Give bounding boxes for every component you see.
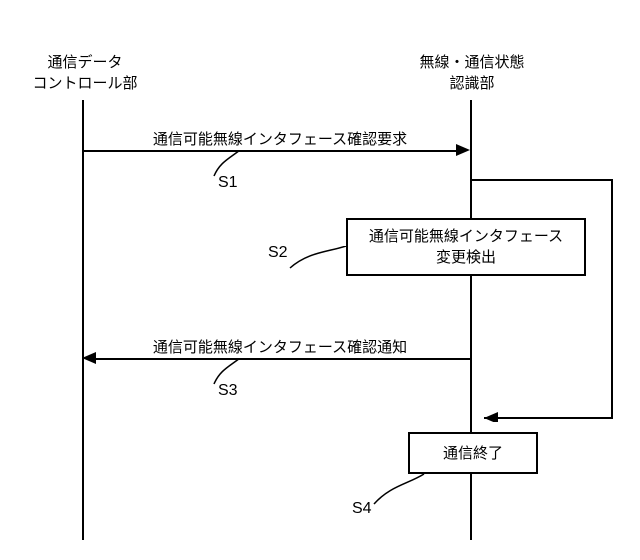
box-s2: 通信可能無線インタフェース 変更検出 <box>346 218 586 276</box>
loop-path <box>470 178 620 422</box>
step-s3: S3 <box>218 382 238 400</box>
arrow-s3-head <box>82 352 96 364</box>
lifeline-label-left: 通信データ コントロール部 <box>30 52 140 94</box>
lifeline-right-line1: 無線・通信状態 <box>419 54 524 71</box>
arrow-s1 <box>83 150 456 152</box>
step-s1: S1 <box>218 174 238 192</box>
step-s2: S2 <box>268 244 288 262</box>
box-s2-line2: 変更検出 <box>436 249 496 266</box>
box-s2-line1: 通信可能無線インタフェース <box>369 228 563 245</box>
sequence-diagram: 通信データ コントロール部 無線・通信状態 認識部 通信可能無線インタフェース確… <box>0 0 640 560</box>
lifeline-left-line1: 通信データ <box>47 54 122 71</box>
leader-s4 <box>370 474 430 508</box>
lifeline-right-line2: 認識部 <box>449 75 494 92</box>
msg-s1-label: 通信可能無線インタフェース確認要求 <box>120 128 440 149</box>
step-s4: S4 <box>352 500 372 518</box>
lifeline-label-right: 無線・通信状態 認識部 <box>412 52 532 94</box>
box-s4: 通信終了 <box>408 432 538 474</box>
msg-s3-label: 通信可能無線インタフェース確認通知 <box>120 336 440 357</box>
box-s4-text: 通信終了 <box>443 443 503 464</box>
arrow-s1-head <box>456 144 470 156</box>
lifeline-left <box>82 100 84 540</box>
lifeline-left-line2: コントロール部 <box>32 75 137 92</box>
arrow-s3 <box>96 358 471 360</box>
leader-s2 <box>288 246 348 272</box>
